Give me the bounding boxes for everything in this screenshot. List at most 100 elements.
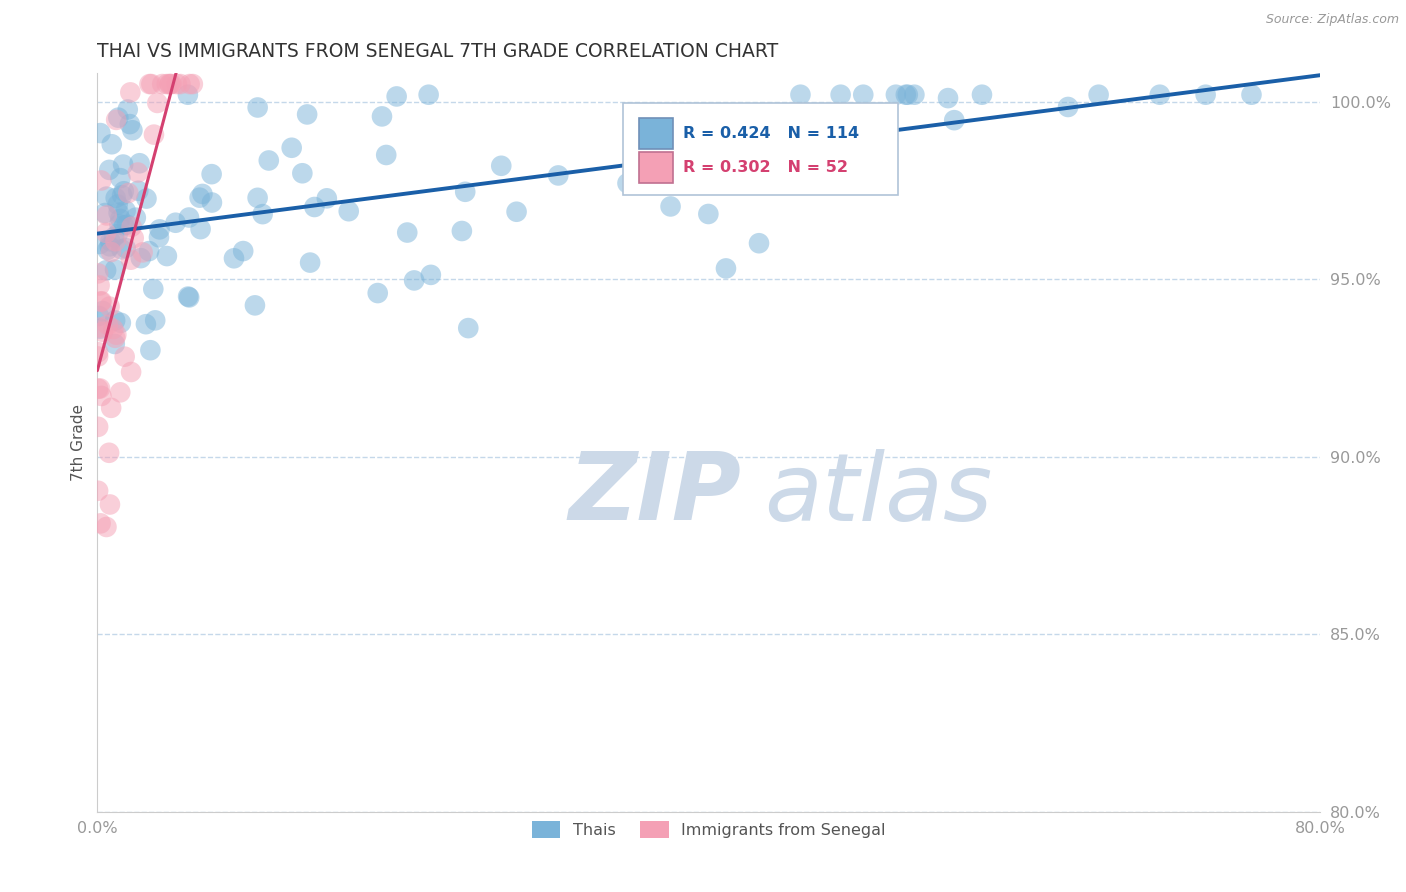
Point [1240, 87, 1263, 102]
Point [451, 224, 474, 238]
Point [385, 89, 408, 103]
Point [201, 195, 224, 210]
Point [143, 313, 166, 327]
Point [112, 219, 135, 233]
Point [89, 320, 111, 334]
Point [122, 231, 145, 245]
Point [98, 234, 121, 248]
Point [160, 77, 183, 91]
Point [111, 188, 134, 202]
Text: ZIP: ZIP [568, 448, 741, 541]
Point [179, 290, 201, 304]
Point [131, 245, 153, 260]
Point [659, 199, 682, 213]
Point [94, 226, 117, 240]
Point [104, 262, 127, 277]
Point [252, 207, 274, 221]
Point [96, 189, 118, 203]
Point [118, 117, 141, 131]
Point [138, 244, 160, 259]
Point [419, 268, 441, 282]
Point [100, 245, 122, 260]
Point [138, 77, 160, 91]
Point [1194, 87, 1216, 102]
Point [139, 343, 162, 358]
Point [897, 87, 920, 102]
Point [105, 112, 128, 127]
Point [148, 222, 170, 236]
Point [291, 166, 314, 180]
Point [505, 204, 527, 219]
Point [148, 230, 170, 244]
Point [98, 239, 121, 253]
Point [491, 159, 513, 173]
Point [110, 316, 132, 330]
Point [110, 171, 132, 186]
Point [789, 87, 811, 102]
Point [112, 184, 135, 198]
FancyBboxPatch shape [640, 119, 673, 150]
Point [107, 227, 129, 241]
Point [337, 204, 360, 219]
Point [90, 294, 112, 309]
Point [375, 148, 398, 162]
Point [852, 87, 875, 102]
Point [1057, 100, 1080, 114]
Point [454, 185, 477, 199]
Point [104, 331, 127, 345]
Point [190, 222, 212, 236]
Point [127, 184, 149, 198]
Point [547, 169, 569, 183]
Point [159, 77, 181, 91]
Point [100, 401, 122, 415]
Point [104, 337, 127, 351]
Point [125, 211, 148, 225]
Point [181, 77, 204, 91]
Point [156, 249, 179, 263]
Point [107, 111, 129, 125]
Point [1149, 87, 1171, 102]
Point [295, 107, 318, 121]
Point [91, 304, 114, 318]
Point [115, 218, 138, 232]
Point [128, 156, 150, 170]
Y-axis label: 7th Grade: 7th Grade [72, 404, 86, 481]
Point [90, 173, 112, 187]
Point [104, 191, 127, 205]
Point [142, 128, 165, 142]
Point [943, 113, 966, 128]
Point [87, 483, 110, 498]
Point [714, 261, 737, 276]
Point [135, 192, 157, 206]
Point [104, 234, 127, 248]
Point [87, 345, 110, 359]
Point [107, 197, 129, 211]
Point [114, 350, 136, 364]
Point [141, 77, 163, 91]
Point [135, 317, 157, 331]
Point [723, 124, 745, 138]
Point [96, 209, 118, 223]
Point [246, 101, 269, 115]
Point [146, 95, 169, 110]
Point [371, 109, 394, 123]
Point [87, 382, 110, 396]
Point [121, 219, 143, 234]
Point [89, 126, 111, 140]
Point [179, 77, 201, 91]
Point [177, 211, 200, 225]
Point [165, 216, 187, 230]
Point [177, 289, 200, 303]
Point [257, 153, 280, 168]
Point [903, 87, 925, 102]
Point [107, 205, 129, 219]
Point [103, 322, 125, 336]
Point [87, 419, 110, 434]
Point [367, 286, 389, 301]
Point [110, 385, 132, 400]
Point [457, 321, 479, 335]
Point [315, 191, 337, 205]
Point [87, 309, 110, 323]
Point [117, 103, 139, 117]
Point [91, 325, 114, 339]
